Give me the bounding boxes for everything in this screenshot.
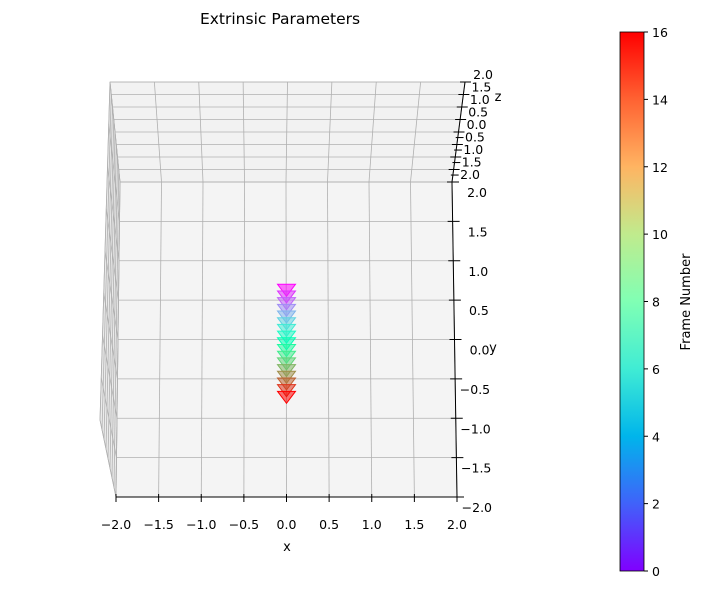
x-tick-label: 0.5 xyxy=(319,517,339,532)
camera-marker xyxy=(276,283,297,298)
colorbar xyxy=(619,31,645,572)
colorbar-tick-label: 4 xyxy=(652,429,660,444)
grid-line-x xyxy=(410,181,415,498)
y-tick-label: −1.0 xyxy=(460,421,490,436)
x-axis-ticks: −2.0 −1.5 −1.0 −0.5 0.0 0.5 1.0 1.5 2.0 xyxy=(101,494,467,532)
x-tick-label: 1.5 xyxy=(404,517,424,532)
grid-line-x xyxy=(327,181,330,498)
colorbar-tick-label: 2 xyxy=(652,497,660,512)
x-tick-label: 1.0 xyxy=(362,517,382,532)
colorbar-tick-label: 16 xyxy=(652,25,668,40)
camera-marker xyxy=(276,364,297,378)
camera-marker xyxy=(276,390,297,405)
camera-marker xyxy=(276,317,297,331)
y-axis-ticks: −2.0 −1.5 −1.0 −0.5 0.0 0.5 1.0 1.5 2.0 xyxy=(447,181,492,515)
colorbar-tick-label: 0 xyxy=(652,564,660,579)
grid-line-y-left xyxy=(108,124,120,222)
grid-line-x-top xyxy=(410,81,422,183)
colorbar-tick-label: 8 xyxy=(652,295,660,310)
camera-marker xyxy=(276,384,297,398)
z-tick-label: 0.5 xyxy=(468,105,488,120)
z-axis-label: z xyxy=(495,90,502,105)
y-tick-label: −1.5 xyxy=(461,461,491,476)
colorbar-label: Frame Number xyxy=(679,253,694,351)
grid-line-z-left xyxy=(107,131,116,459)
z-tick-label: −2.0 xyxy=(450,167,480,182)
x-tick-label: 0.0 xyxy=(277,517,297,532)
grid-line-z-left xyxy=(101,94,112,430)
camera-marker xyxy=(276,343,297,358)
y-tick-label: 1.0 xyxy=(468,264,488,279)
z-tick-label: 2.0 xyxy=(473,67,493,82)
grid-line-x-top xyxy=(368,81,377,183)
camera-marker xyxy=(276,337,297,351)
grid-line-x-top xyxy=(327,81,333,183)
camera-marker xyxy=(276,303,297,318)
x-tick-label: −1.5 xyxy=(143,517,173,532)
x-tick-label: 2.0 xyxy=(447,517,467,532)
x-tick-label: −2.0 xyxy=(101,517,131,532)
z-tick-label: −1.0 xyxy=(453,142,483,157)
camera-marker xyxy=(276,323,297,338)
grid-lines xyxy=(99,81,466,498)
camera-marker xyxy=(276,377,297,391)
colorbar-tick-label: 6 xyxy=(652,362,660,377)
y-tick-label: 0.5 xyxy=(469,303,489,318)
x-tick-label: −0.5 xyxy=(229,517,259,532)
camera-marker xyxy=(276,350,297,365)
grid-line-z-left xyxy=(103,106,113,440)
grid-line-y-left xyxy=(107,166,120,261)
x-axis-label: x xyxy=(283,540,291,555)
y-tick-label: 0.0 xyxy=(470,343,490,358)
camera-marker xyxy=(276,370,297,385)
grid-line-z-left xyxy=(99,81,111,421)
z-tick-label: 1.0 xyxy=(470,92,490,107)
colorbar-tick-label: 14 xyxy=(652,92,668,107)
camera-markers xyxy=(276,283,297,405)
x-tick-label: −1.0 xyxy=(186,517,216,532)
z-tick-label: 0.0 xyxy=(467,117,487,132)
grid-line-y-left xyxy=(109,81,121,183)
camera-marker xyxy=(276,297,297,311)
z-tick-label: −0.5 xyxy=(455,130,485,145)
colorbar-ticks: 0 2 4 6 8 10 12 14 16 xyxy=(644,25,668,579)
camera-marker xyxy=(276,330,297,344)
y-tick-label: 2.0 xyxy=(467,185,487,200)
camera-marker xyxy=(276,290,297,304)
y-tick-label: 1.5 xyxy=(468,224,488,239)
grid-line-x xyxy=(368,181,373,498)
grid-line-z-left xyxy=(105,119,115,449)
colorbar-tick-label: 12 xyxy=(652,160,668,175)
chart-title: Extrinsic Parameters xyxy=(200,10,360,28)
y-axis-label: y xyxy=(489,341,497,356)
z-axis-ticks: −2.0−1.5−1.0−0.50.00.51.01.52.0 xyxy=(447,67,493,183)
y-tick-label: −0.5 xyxy=(460,382,490,397)
camera-marker xyxy=(276,310,297,324)
camera-marker xyxy=(276,357,297,371)
grid-line-y-left xyxy=(105,208,119,301)
z-tick-label: −1.5 xyxy=(451,155,481,170)
colorbar-tick-label: 10 xyxy=(652,227,668,242)
z-tick-label: 1.5 xyxy=(471,80,491,95)
y-tick-label: −2.0 xyxy=(462,500,492,515)
